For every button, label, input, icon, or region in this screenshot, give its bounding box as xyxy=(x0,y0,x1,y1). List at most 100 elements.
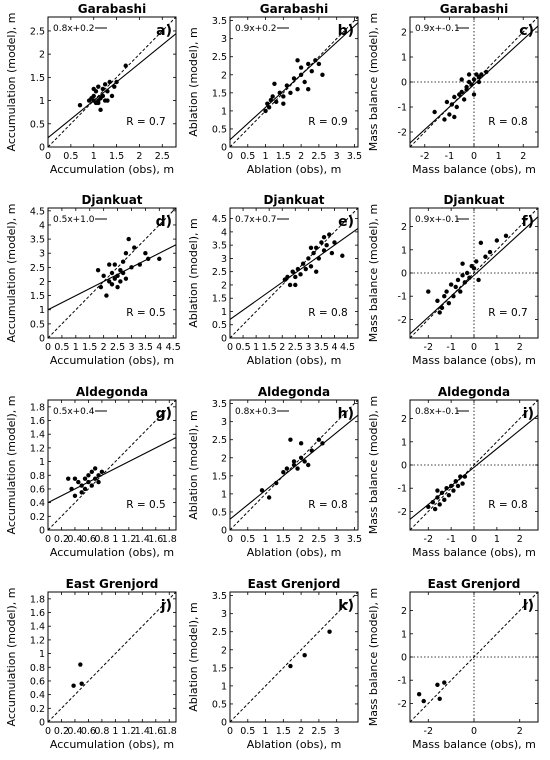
data-point xyxy=(448,483,454,489)
data-point xyxy=(157,256,162,262)
plot-frame xyxy=(229,16,359,148)
r-value: R = 0.8 xyxy=(488,499,527,511)
data-point xyxy=(332,240,337,245)
regression-line xyxy=(410,216,538,335)
data-point xyxy=(92,476,98,481)
panel-letter: i) xyxy=(523,406,534,422)
data-point xyxy=(96,84,101,89)
data-point xyxy=(426,289,431,294)
data-point xyxy=(298,441,304,446)
data-point xyxy=(471,266,477,271)
data-point xyxy=(494,238,500,243)
y-tick-label: 2 xyxy=(221,453,227,464)
x-tick-label: 3 xyxy=(128,342,134,353)
panel-title: Garabashi xyxy=(260,2,328,16)
data-point xyxy=(464,270,470,276)
data-point xyxy=(95,267,101,273)
y-tick-label: 1.5 xyxy=(30,291,45,302)
x-tick-label: 0 xyxy=(227,534,233,545)
x-tick-label: 4.5 xyxy=(166,342,181,353)
data-point xyxy=(98,107,103,113)
x-tick-label: 2 xyxy=(517,534,523,545)
data-point xyxy=(86,479,91,485)
x-tick-label: 1 xyxy=(253,342,259,353)
panel-title: East Grenjord xyxy=(248,577,341,591)
data-point xyxy=(483,254,488,259)
y-tick-label: 4 xyxy=(221,227,227,238)
x-tick-label: 1.2 xyxy=(121,534,136,545)
x-axis-label: Accumulation (obs), m xyxy=(50,546,174,559)
panel-title: Djankuat xyxy=(443,193,504,207)
data-point xyxy=(126,236,131,242)
x-tick-label: 0 xyxy=(227,151,233,162)
panel-letter: e) xyxy=(338,214,354,230)
data-point xyxy=(437,502,442,507)
y-tick-label: 0 xyxy=(221,143,227,154)
y-tick-label: 0.5 xyxy=(212,124,227,135)
r-value: R = 0.5 xyxy=(126,307,165,319)
data-point xyxy=(484,69,489,75)
y-axis-label: Mass balance (model), m xyxy=(367,588,380,727)
y-tick-label: 0 xyxy=(401,461,407,472)
y-tick-label: 0.5 xyxy=(212,320,227,331)
x-tick-label: 0.8 xyxy=(94,726,109,737)
data-point xyxy=(446,492,452,498)
data-point xyxy=(66,476,71,481)
data-point xyxy=(329,250,335,256)
data-point xyxy=(123,276,129,281)
fit-legend-label: 0.8x+0.3 xyxy=(235,407,277,417)
plot-frame xyxy=(47,16,177,148)
fit-legend-label: 0.9x+0.2 xyxy=(235,24,277,34)
x-tick-label: -1 xyxy=(446,534,455,545)
y-tick-label: 0.5 xyxy=(30,319,45,330)
data-point xyxy=(298,272,303,277)
x-tick-label: 1 xyxy=(263,534,269,545)
data-point xyxy=(298,72,304,77)
one-to-one-line xyxy=(410,592,538,722)
y-axis-label: Ablation (model), m xyxy=(187,27,200,136)
data-point xyxy=(476,79,482,85)
data-point xyxy=(118,267,123,273)
r-value: R = 0.7 xyxy=(488,307,527,319)
x-axis-label: Accumulation (obs), m xyxy=(50,354,174,367)
x-tick-label: 1 xyxy=(91,151,97,162)
y-tick-label: 3 xyxy=(221,254,227,265)
x-tick-label: 2 xyxy=(279,342,285,353)
y-tick-label: 2.5 xyxy=(30,26,45,37)
x-axis-label: Ablation (obs), m xyxy=(247,354,342,367)
one-to-one-line xyxy=(410,17,538,147)
data-point xyxy=(442,497,447,503)
data-point xyxy=(288,437,293,442)
x-tick-label: 2 xyxy=(517,342,523,353)
y-tick-label: 3.5 xyxy=(212,591,227,602)
plot-frame xyxy=(229,399,359,531)
data-point xyxy=(316,61,322,67)
y-tick-label: 1.4 xyxy=(30,622,45,633)
data-point xyxy=(447,112,452,117)
panel-k: East Grenjord 0 0.5 1 1.5 2 2.5 3 0 0.5 1 1.5 2 2.5 3 3… xyxy=(187,577,359,751)
y-axis-label: Ablation (model), m xyxy=(187,218,200,327)
data-point xyxy=(272,81,277,87)
x-tick-label: 1.8 xyxy=(162,726,177,737)
data-point xyxy=(112,262,117,267)
panel-letter: d) xyxy=(156,214,172,230)
data-point xyxy=(432,506,438,512)
data-point xyxy=(295,58,300,63)
data-point xyxy=(105,89,110,94)
data-point xyxy=(77,103,83,108)
data-point xyxy=(298,65,304,70)
x-tick-label: 2 xyxy=(298,726,304,737)
regression-line xyxy=(230,22,358,141)
y-tick-label: 0.2 xyxy=(30,512,45,523)
data-point xyxy=(114,79,119,85)
y-axis-label: Mass balance (model), m xyxy=(367,13,380,152)
y-tick-label: 0.8 xyxy=(30,471,45,482)
data-point xyxy=(100,86,106,92)
panel-letter: k) xyxy=(338,598,354,614)
data-point xyxy=(324,242,329,248)
fit-legend-label: 0.8x+-0.1 xyxy=(415,407,460,417)
plot-frame xyxy=(47,399,177,531)
